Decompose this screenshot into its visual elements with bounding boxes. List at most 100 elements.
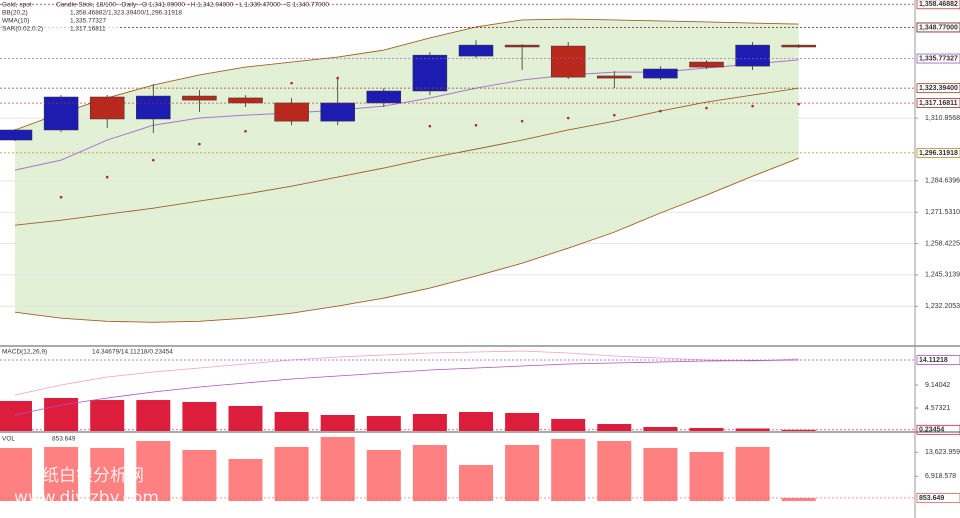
price-flag-label: 1,323.39400: [919, 85, 958, 92]
bar: [689, 452, 724, 501]
price-flag-label: 0.23454: [919, 427, 944, 434]
indicator-line: [14, 359, 799, 416]
candle-body: [412, 54, 448, 92]
bar: [735, 447, 770, 501]
candle-body: [320, 102, 355, 122]
y-tick-label: 1,310.85680: [925, 115, 960, 122]
sar-dot: [751, 104, 754, 108]
watermark: 纸白银分析网: [42, 466, 144, 486]
bar: [551, 439, 586, 501]
y-tick-label: 4.57321: [925, 405, 950, 412]
price-flag: [916, 148, 960, 158]
candle-body: [781, 44, 816, 48]
legend-readout: 1,317.16811: [70, 26, 106, 33]
bar: [412, 445, 447, 501]
sar-dot: [198, 142, 201, 146]
bar: [643, 426, 678, 431]
bar: [320, 415, 355, 431]
bar: [781, 429, 816, 431]
price-flag: [916, 424, 960, 435]
candle-body: [458, 44, 494, 57]
candle-body: [228, 97, 263, 104]
price-flag: [916, 493, 960, 503]
bar: [228, 459, 263, 501]
bar: [366, 416, 401, 431]
y-tick-label: 1,258.42252: [925, 240, 960, 247]
y-tick-label: 13,623.959: [925, 449, 960, 456]
price-flag: [916, 22, 960, 33]
sar-dot: [290, 81, 293, 85]
y-tick-label: 1,245.31395: [925, 272, 960, 279]
price-flag-label: 1,358.46882: [919, 1, 958, 8]
bar: [505, 445, 540, 501]
bar: [781, 497, 816, 501]
sar-dot: [566, 116, 570, 120]
bar: [320, 437, 355, 501]
bar: [597, 424, 632, 431]
price-flag-label: 1,317.16811: [919, 100, 958, 107]
candle-body: [43, 96, 79, 131]
price-flag-label: 853.649: [919, 495, 944, 502]
bar: [689, 427, 724, 431]
sar-dot: [59, 195, 63, 199]
price-flag: [916, 53, 960, 64]
y-tick-label: 1,284.63966: [925, 178, 960, 185]
bar: [136, 400, 171, 431]
watermark: www.diyizby.com: [14, 488, 159, 508]
bar: [0, 448, 32, 501]
sar-dot: [105, 175, 109, 179]
sar-dot: [520, 119, 524, 123]
chart-readout: 853.649: [52, 436, 76, 443]
bar: [228, 406, 263, 431]
bar: [551, 418, 586, 431]
candle-body: [550, 45, 586, 78]
bar: [412, 414, 447, 431]
candle-body: [735, 44, 770, 67]
bar: [136, 441, 171, 501]
chart-readout: 14.34679/14.11218/0.23454: [92, 349, 173, 356]
candle-body: [504, 44, 540, 48]
bar: [459, 465, 493, 501]
sar-dot: [705, 106, 708, 110]
sar-dot: [336, 76, 340, 80]
candle-body: [689, 61, 724, 68]
candle-body: [597, 75, 632, 79]
sar-dot: [152, 158, 155, 162]
band-line: [14, 18, 799, 131]
chart-subtitle: Candle Stick, 18/100 - Daily - O 1,341.0…: [56, 2, 329, 9]
bar: [90, 448, 125, 501]
y-tick-label: 1,232.20538: [925, 303, 960, 310]
band-line: [14, 157, 799, 323]
candle-body: [0, 129, 33, 141]
candle-body: [182, 95, 217, 101]
chart-title: Gold, spot: [2, 2, 32, 9]
bar: [182, 401, 217, 431]
y-tick-label: 1,271.53109: [925, 209, 960, 216]
candle-body: [136, 95, 171, 120]
y-tick-label: 6,918.578: [925, 473, 956, 480]
bar: [182, 450, 217, 501]
candle-body: [643, 68, 678, 79]
bar: [0, 401, 32, 431]
candle-body: [89, 96, 125, 120]
sar-dot: [474, 123, 478, 127]
bar: [366, 450, 401, 501]
price-flag-label: 1,335.77327: [919, 55, 958, 62]
sar-dot: [797, 102, 800, 106]
candle-body: [366, 90, 402, 104]
candle-body: [274, 102, 309, 122]
band-line: [14, 87, 799, 226]
price-flag-label: 1,348.77000: [919, 24, 958, 31]
price-flag: [916, 83, 960, 94]
chart-title: MACD(12,26,9): [2, 349, 47, 356]
bar: [90, 400, 125, 431]
price-flag: [916, 98, 960, 108]
legend-bg: [0, 9, 120, 17]
legend-label: SAR(0.02,0.2): [2, 26, 43, 33]
bar: [274, 411, 309, 431]
legend-readout: 1,358.46882/1,323.39400/1,296.31918: [70, 10, 182, 17]
bar: [643, 448, 678, 501]
indicator-line: [14, 350, 799, 396]
legend-readout: 1,335.77327: [70, 18, 107, 25]
